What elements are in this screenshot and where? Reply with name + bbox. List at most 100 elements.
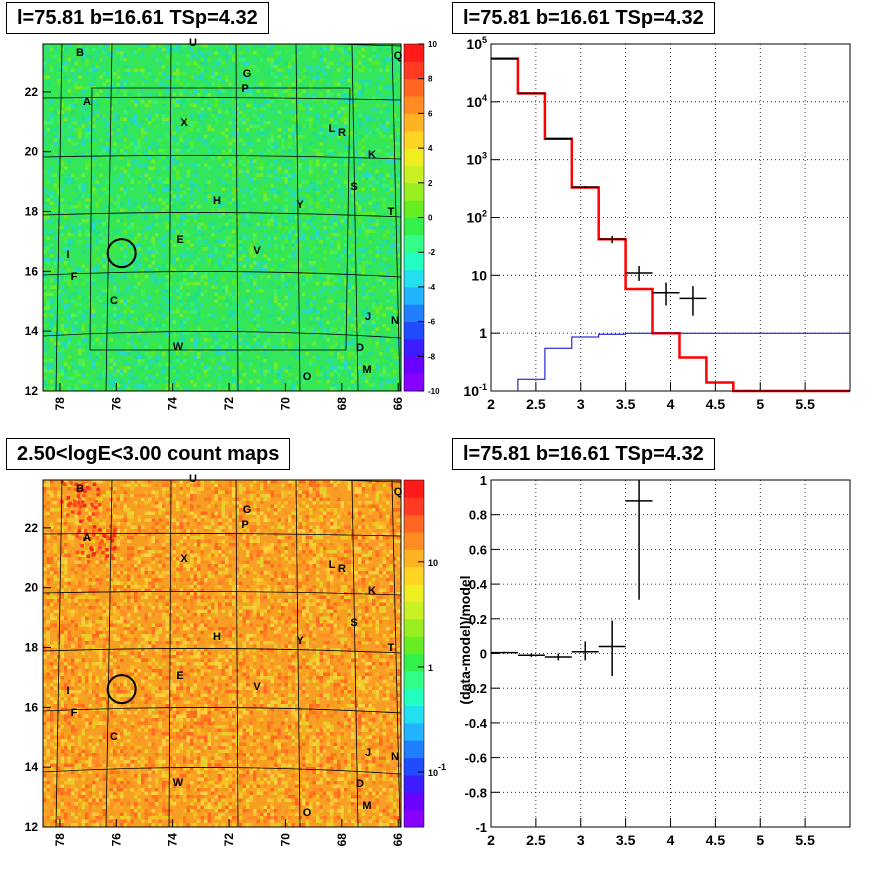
map-pixel	[340, 205, 344, 209]
map-pixel	[151, 247, 155, 251]
map-pixel	[88, 198, 92, 202]
map-pixel	[288, 366, 292, 370]
map-pixel	[92, 366, 96, 370]
map-pixel	[165, 177, 169, 181]
map-pixel	[78, 483, 82, 487]
map-pixel	[361, 128, 365, 132]
map-pixel	[214, 331, 218, 335]
map-pixel	[193, 233, 197, 237]
map-pixel	[71, 373, 75, 377]
map-pixel	[165, 128, 169, 132]
map-pixel	[81, 205, 85, 209]
map-pixel	[375, 82, 379, 86]
map-pixel	[123, 271, 127, 275]
map-pixel	[88, 205, 92, 209]
source-label-l: L	[329, 123, 336, 135]
map-pixel	[78, 65, 82, 69]
map-pixel	[344, 163, 348, 167]
map-pixel	[60, 205, 64, 209]
map-pixel	[60, 152, 64, 156]
map-pixel	[295, 247, 299, 251]
map-pixel	[176, 61, 180, 65]
map-pixel	[365, 306, 369, 310]
map-pixel	[92, 110, 96, 114]
map-pixel	[249, 177, 253, 181]
map-pixel	[60, 236, 64, 240]
map-pixel	[323, 103, 327, 107]
map-pixel	[88, 82, 92, 86]
map-pixel	[106, 110, 110, 114]
map-pixel	[50, 487, 54, 491]
map-pixel	[214, 383, 218, 387]
map-pixel	[60, 341, 64, 345]
map-pixel	[305, 247, 309, 251]
map-pixel	[344, 306, 348, 310]
map-pixel	[319, 198, 323, 202]
map-pixel	[141, 373, 145, 377]
map-pixel	[155, 289, 159, 293]
map-pixel	[393, 373, 397, 377]
map-pixel	[57, 310, 61, 314]
map-pixel	[295, 166, 299, 170]
map-pixel	[274, 51, 278, 55]
map-pixel	[183, 201, 187, 205]
map-pixel	[225, 487, 229, 491]
map-pixel	[120, 156, 124, 160]
map-pixel	[88, 184, 92, 188]
map-pixel	[284, 44, 288, 48]
map-pixel	[298, 480, 302, 484]
map-pixel	[347, 282, 351, 286]
map-pixel	[239, 163, 243, 167]
map-pixel	[274, 310, 278, 314]
map-pixel	[60, 191, 64, 195]
map-pixel	[218, 303, 222, 307]
map-pixel	[64, 250, 68, 254]
map-pixel	[85, 480, 89, 484]
map-pixel	[71, 226, 75, 230]
map-pixel	[214, 299, 218, 303]
map-pixel	[130, 233, 134, 237]
map-pixel	[393, 243, 397, 247]
map-pixel	[183, 278, 187, 282]
map-pixel	[309, 121, 313, 125]
map-pixel	[333, 82, 337, 86]
map-pixel	[298, 149, 302, 153]
background-histogram	[491, 332, 850, 392]
map-pixel	[302, 282, 306, 286]
map-pixel	[127, 341, 131, 345]
map-pixel	[291, 93, 295, 97]
map-pixel	[288, 61, 292, 65]
map-pixel	[309, 362, 313, 366]
map-pixel	[340, 366, 344, 370]
map-pixel	[361, 483, 365, 487]
map-pixel	[46, 352, 50, 356]
map-pixel	[358, 61, 362, 65]
colorbar-segment	[404, 61, 424, 80]
map-pixel	[270, 219, 274, 223]
map-pixel	[309, 275, 313, 279]
map-pixel	[211, 110, 215, 114]
map-pixel	[120, 58, 124, 62]
map-pixel	[305, 278, 309, 282]
map-pixel	[396, 341, 400, 345]
map-pixel	[186, 352, 190, 356]
map-pixel	[351, 257, 355, 261]
map-pixel	[155, 61, 159, 65]
map-pixel	[235, 103, 239, 107]
map-pixel	[67, 236, 71, 240]
map-pixel	[141, 121, 145, 125]
map-pixel	[106, 380, 110, 384]
map-pixel	[179, 359, 183, 363]
map-pixel	[200, 110, 204, 114]
map-pixel	[246, 296, 250, 300]
map-pixel	[330, 149, 334, 153]
map-pixel	[99, 250, 103, 254]
map-pixel	[151, 254, 155, 258]
map-pixel	[207, 198, 211, 202]
map-pixel	[60, 383, 64, 387]
map-pixel	[172, 107, 176, 111]
map-pixel	[214, 72, 218, 76]
map-pixel	[211, 254, 215, 258]
map-pixel	[347, 68, 351, 72]
map-pixel	[235, 373, 239, 377]
